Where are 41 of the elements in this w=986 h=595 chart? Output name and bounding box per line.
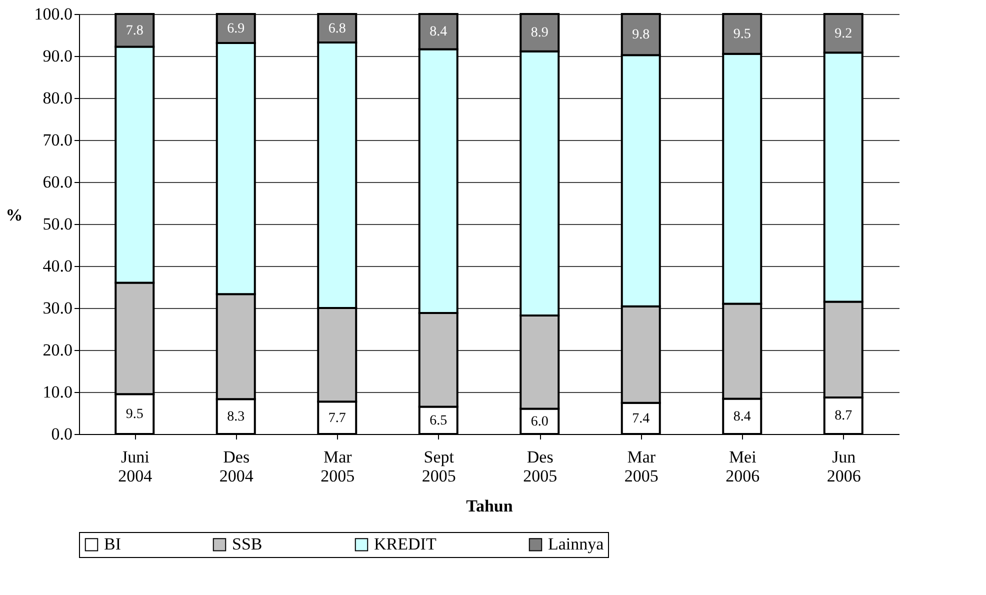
y-tick-label: 40.0 bbox=[42, 256, 72, 276]
data-label: 7.7 bbox=[328, 410, 346, 426]
x-axis-title: Tahun bbox=[466, 496, 514, 516]
legend-label: KREDIT bbox=[374, 534, 437, 554]
x-tick-label: Mar 2005 bbox=[624, 448, 658, 486]
legend-label: Lainnya bbox=[548, 534, 604, 554]
y-tick-label: 0.0 bbox=[51, 424, 72, 444]
data-label: 6.9 bbox=[227, 21, 245, 36]
data-label: 9.5 bbox=[126, 407, 144, 422]
x-tick-label: Des 2004 bbox=[219, 448, 254, 486]
y-tick-label: 90.0 bbox=[42, 46, 72, 66]
y-tick-label: 50.0 bbox=[42, 214, 72, 234]
x-tick-label: Sept 2005 bbox=[422, 448, 456, 486]
data-label: 8.3 bbox=[227, 410, 245, 425]
data-label: 7.8 bbox=[126, 23, 144, 38]
legend-label: SSB bbox=[232, 534, 262, 554]
y-tick-label: 70.0 bbox=[42, 130, 72, 150]
legend-label: BI bbox=[104, 534, 122, 554]
x-tick-label: Des 2005 bbox=[523, 448, 558, 486]
data-label: 8.7 bbox=[834, 408, 852, 424]
y-tick-label: 30.0 bbox=[42, 298, 72, 318]
y-tick-label: 10.0 bbox=[42, 382, 72, 402]
data-label: 6.0 bbox=[530, 414, 548, 430]
y-tick-label: 60.0 bbox=[42, 172, 72, 192]
data-label: 8.4 bbox=[733, 409, 751, 424]
y-axis-title: % bbox=[6, 206, 23, 224]
data-label: 9.2 bbox=[834, 26, 852, 42]
data-label: 7.4 bbox=[632, 411, 650, 426]
y-tick-label: 100.0 bbox=[34, 4, 72, 24]
y-tick-label: 80.0 bbox=[42, 88, 72, 108]
y-tick-label: 20.0 bbox=[42, 340, 72, 360]
x-tick-label: Juni 2004 bbox=[118, 448, 153, 486]
data-label: 8.9 bbox=[530, 26, 548, 41]
x-tick-label: Mar 2005 bbox=[320, 448, 355, 486]
data-label: 9.8 bbox=[632, 28, 650, 43]
data-label: 8.4 bbox=[430, 24, 448, 40]
data-label: 6.5 bbox=[430, 413, 448, 428]
x-tick-label: Jun 2006 bbox=[826, 448, 861, 486]
x-tick-label: Mei 2006 bbox=[726, 448, 760, 486]
data-label: 9.5 bbox=[733, 26, 751, 42]
data-label: 6.8 bbox=[328, 21, 346, 36]
